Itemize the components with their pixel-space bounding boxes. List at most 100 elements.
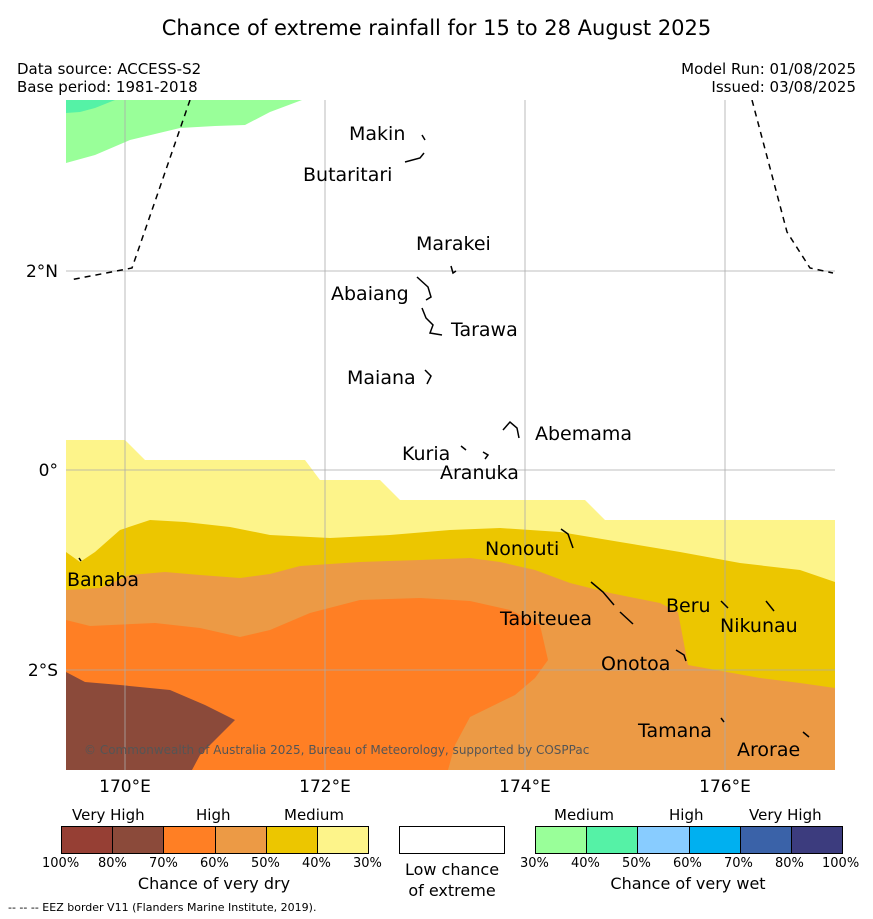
legend-dry-ticks: 100% 80% 70% 60% 50% 40% 30% xyxy=(40,856,390,872)
legend-tick: 50% xyxy=(622,856,651,871)
legend-wet-header: Very High xyxy=(749,806,822,824)
legend-tick: 100% xyxy=(822,856,860,871)
eez-line-west xyxy=(69,100,191,281)
place-label-tarawa: Tarawa xyxy=(450,319,518,341)
legend-wet-header: Medium xyxy=(554,806,614,824)
island-abaiang xyxy=(416,276,432,301)
model-run-text: Model Run: 01/08/2025 xyxy=(681,60,856,78)
legend-tick: 100% xyxy=(42,856,80,871)
lat-tick: 0° xyxy=(39,461,58,481)
legend-dry-colorbar xyxy=(61,826,369,854)
legend-swatch xyxy=(266,827,318,853)
place-label-tamana: Tamana xyxy=(637,720,712,742)
place-label-banaba: Banaba xyxy=(67,569,139,591)
legend-wet-headers: Medium High Very High xyxy=(535,806,841,826)
place-label-arorae: Arorae xyxy=(737,739,800,761)
place-label-abemama: Abemama xyxy=(535,423,632,445)
lon-tick: 174°E xyxy=(499,777,551,797)
islands xyxy=(78,134,810,738)
legend-low-line2: of extreme xyxy=(408,881,496,900)
island-butaritari xyxy=(404,152,425,163)
place-label-nonouti: Nonouti xyxy=(485,538,559,560)
dry-80-area xyxy=(66,672,235,770)
base-period-text: Base period: 1981-2018 xyxy=(17,78,198,96)
island-nikunau xyxy=(765,600,775,612)
legend-wet-title: Chance of very wet xyxy=(610,874,766,893)
legend-dry-header: Medium xyxy=(284,806,344,824)
legend-tick: 30% xyxy=(520,856,549,871)
legend-wet-header: High xyxy=(669,806,704,824)
eez-line-east xyxy=(751,100,834,274)
meta-right: Model Run: 01/08/2025 Issued: 03/08/2025 xyxy=(681,60,856,96)
place-label-abaiang: Abaiang xyxy=(331,283,409,305)
island-abemama xyxy=(502,420,520,439)
island-banaba xyxy=(78,557,82,562)
legend-wet-colorbar xyxy=(535,826,843,854)
place-label-nikunau: Nikunau xyxy=(720,615,798,637)
legend-swatch xyxy=(215,827,267,853)
place-label-onotoa: Onotoa xyxy=(601,653,670,675)
legend-dry-header: High xyxy=(196,806,231,824)
island-onotoa xyxy=(675,649,687,662)
legend-swatch xyxy=(113,827,165,853)
place-label-makin: Makin xyxy=(349,123,405,145)
lat-tick: 2°N xyxy=(26,262,58,282)
eez-border xyxy=(69,100,834,281)
place-label-maiana: Maiana xyxy=(347,367,416,389)
island-kuria xyxy=(460,445,467,451)
legend-dry-headers: Very High High Medium xyxy=(62,806,368,826)
place-label-aranuka: Aranuka xyxy=(440,462,519,484)
legend-low-swatch xyxy=(399,826,505,854)
copyright-text: © Commonwealth of Australia 2025, Bureau… xyxy=(84,743,589,757)
legend-swatch xyxy=(791,827,843,853)
legend-tick: 80% xyxy=(98,856,127,871)
eez-footer-note: -- -- -- EEZ border V11 (Flanders Marine… xyxy=(8,901,317,914)
legend-tick: 70% xyxy=(149,856,178,871)
lon-tick: 172°E xyxy=(299,777,351,797)
legend-tick: 30% xyxy=(353,856,382,871)
legend-swatch xyxy=(62,827,114,853)
legend-dry-title: Chance of very dry xyxy=(137,874,291,893)
legend-wet-ticks: 30% 40% 50% 60% 70% 80% 100% xyxy=(518,856,868,872)
island-tabiteuea xyxy=(590,581,634,625)
place-label-tabiteuea: Tabiteuea xyxy=(499,608,592,630)
legend-dry-header: Very High xyxy=(72,806,145,824)
legend-low-line1: Low chance xyxy=(404,860,500,879)
grid xyxy=(66,100,835,770)
legend-tick: 70% xyxy=(724,856,753,871)
island-maiana xyxy=(424,369,432,385)
legend-tick: 80% xyxy=(775,856,804,871)
lat-tick: 2°S xyxy=(28,661,58,681)
lon-tick: 170°E xyxy=(99,777,151,797)
island-makin xyxy=(421,134,426,141)
island-aranuka xyxy=(482,451,490,460)
legend-swatch xyxy=(164,827,216,853)
island-beru xyxy=(720,600,729,609)
place-label-kuria: Kuria xyxy=(402,443,450,465)
legend-tick: 40% xyxy=(302,856,331,871)
lon-tick: 176°E xyxy=(699,777,751,797)
legend-swatch xyxy=(587,827,639,853)
island-tarawa xyxy=(421,307,443,336)
legend-swatch xyxy=(689,827,741,853)
legend-tick: 50% xyxy=(251,856,280,871)
meta-left: Data source: ACCESS-S2 Base period: 1981… xyxy=(17,60,201,96)
place-label-beru: Beru xyxy=(666,595,711,617)
legend-low-label: Low chance of extreme xyxy=(380,859,524,901)
island-nonouti xyxy=(560,528,574,549)
legend-tick: 60% xyxy=(200,856,229,871)
legend-tick: 40% xyxy=(571,856,600,871)
island-marakei xyxy=(450,265,457,275)
island-arorae xyxy=(802,731,810,738)
place-label-marakei: Marakei xyxy=(416,233,491,255)
data-source-text: Data source: ACCESS-S2 xyxy=(17,60,202,78)
island-tamana xyxy=(720,717,725,723)
issued-text: Issued: 03/08/2025 xyxy=(711,78,856,96)
place-label-butaritari: Butaritari xyxy=(303,164,392,186)
legend-swatch xyxy=(638,827,690,853)
legend-tick: 60% xyxy=(673,856,702,871)
map-area: Makin Butaritari Marakei Abaiang Tarawa … xyxy=(66,100,835,770)
page-title: Chance of extreme rainfall for 15 to 28 … xyxy=(161,16,712,40)
legend-swatch xyxy=(317,827,369,853)
